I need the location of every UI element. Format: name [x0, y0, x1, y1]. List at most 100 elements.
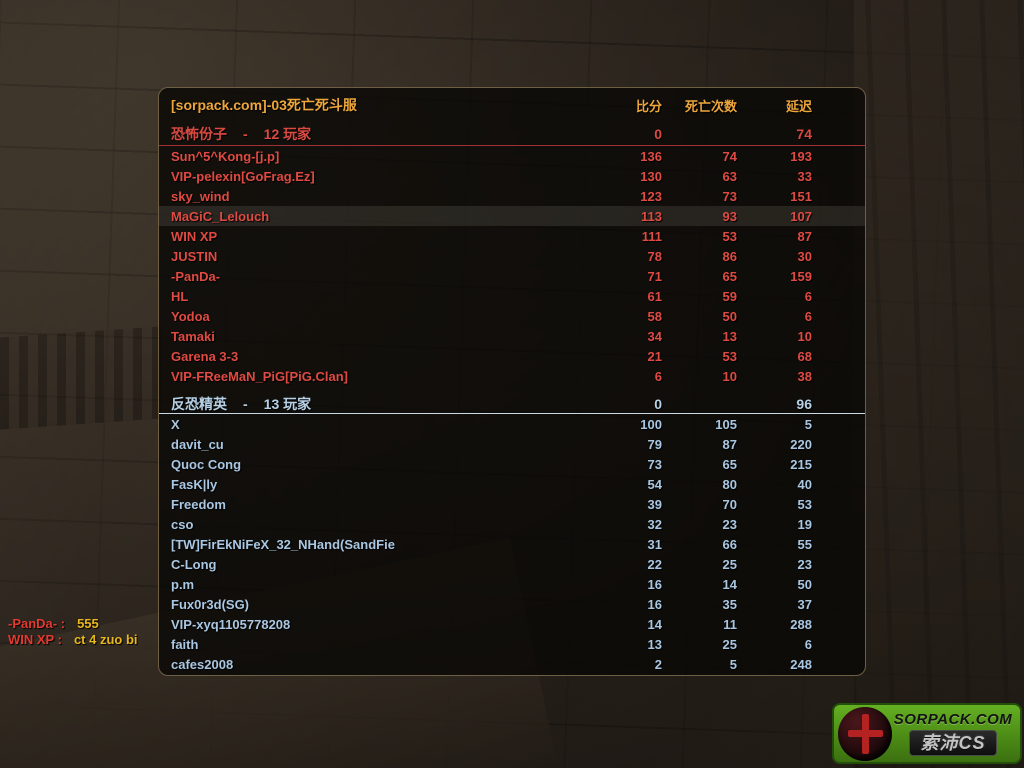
- player-name: VIP-FReeMaN_PiG[PiG.Clan]: [171, 368, 348, 384]
- team-name: 反恐精英: [171, 396, 227, 412]
- player-deaths: 13: [722, 328, 737, 344]
- player-name: C-Long: [171, 556, 217, 572]
- team-divider-gap: [159, 386, 865, 394]
- player-score: 31: [647, 536, 662, 552]
- player-row: FasK|ly 54 80 40: [159, 474, 865, 494]
- player-row: HL 61 59 6: [159, 286, 865, 306]
- player-score: 136: [640, 148, 662, 164]
- player-latency: 10: [797, 328, 812, 344]
- player-latency: 53: [797, 496, 812, 512]
- player-latency: 151: [790, 188, 812, 204]
- player-deaths: 80: [722, 476, 737, 492]
- player-latency: 6: [804, 636, 812, 652]
- player-name: davit_cu: [171, 436, 224, 452]
- player-deaths: 93: [722, 208, 737, 224]
- player-name: cso: [171, 516, 194, 532]
- player-score: 54: [647, 476, 662, 492]
- player-latency: 37: [797, 596, 812, 612]
- player-name: MaGiC_Lelouch: [171, 208, 270, 224]
- player-deaths: 53: [722, 348, 737, 364]
- player-row: cso 32 23 19: [159, 514, 865, 534]
- player-name: faith: [171, 636, 199, 652]
- player-name: X: [171, 416, 180, 432]
- team-player-count: 13 玩家: [263, 396, 312, 412]
- player-latency: 23: [797, 556, 812, 572]
- player-row: JUSTIN 78 86 30: [159, 246, 865, 266]
- player-row: -PanDa- 71 65 159: [159, 266, 865, 286]
- player-row: WIN XP 111 53 87: [159, 226, 865, 246]
- server-title: [sorpack.com]-03死亡死斗服: [171, 97, 357, 113]
- team-latency: 74: [796, 125, 812, 142]
- player-name: p.m: [171, 576, 195, 592]
- player-deaths: 5: [729, 656, 737, 672]
- chat-message: WIN XP : ct 4 zuo bi: [8, 632, 138, 648]
- sorpack-watermark: SORPACK.COM 索沛CS: [832, 703, 1022, 764]
- terrorist-player-list: Sun^5^Kong-[j.p] 136 74 193 VIP-pelexin[…: [159, 146, 865, 386]
- player-row: davit_cu 79 87 220: [159, 434, 865, 454]
- player-score: 2: [654, 656, 662, 672]
- chat-area: -PanDa- : 555 WIN XP : ct 4 zuo bi: [8, 616, 138, 648]
- player-latency: 107: [790, 208, 812, 224]
- player-latency: 6: [804, 288, 812, 304]
- chat-message: -PanDa- : 555: [8, 616, 138, 632]
- player-name: WIN XP: [171, 228, 218, 244]
- wall-right-shading: [854, 0, 1024, 768]
- player-row: Sun^5^Kong-[j.p] 136 74 193: [159, 146, 865, 166]
- player-latency: 5: [804, 416, 812, 432]
- player-deaths: 59: [722, 288, 737, 304]
- player-deaths: 87: [722, 436, 737, 452]
- player-latency: 38: [797, 368, 812, 384]
- player-deaths: 53: [722, 228, 737, 244]
- team-header-terrorists: 恐怖份子 - 12 玩家 0 74: [159, 122, 865, 146]
- player-name: -PanDa-: [171, 268, 221, 284]
- player-deaths: 14: [722, 576, 737, 592]
- player-name: Freedom: [171, 496, 226, 512]
- player-deaths: 66: [722, 536, 737, 552]
- player-score: 21: [647, 348, 662, 364]
- chat-text: 555: [77, 616, 99, 631]
- player-deaths: 65: [722, 268, 737, 284]
- player-deaths: 11: [723, 616, 737, 632]
- team-separator: -: [243, 396, 248, 412]
- player-score: 123: [640, 188, 662, 204]
- chat-sender: WIN XP :: [8, 632, 62, 647]
- player-latency: 50: [797, 576, 812, 592]
- player-latency: 288: [790, 616, 812, 632]
- team-score: 0: [654, 125, 662, 142]
- player-score: 78: [647, 248, 662, 264]
- player-latency: 19: [797, 516, 812, 532]
- player-latency: 6: [804, 308, 812, 324]
- player-row: VIP-pelexin[GoFrag.Ez] 130 63 33: [159, 166, 865, 186]
- team-latency: 96: [796, 396, 812, 412]
- watermark-brand-badge: 索沛CS: [909, 730, 997, 756]
- player-latency: 193: [790, 148, 812, 164]
- player-row: Quoc Cong 73 65 215: [159, 454, 865, 474]
- player-score: 113: [641, 208, 662, 224]
- player-row: cafes2008 2 5 248: [159, 654, 865, 674]
- player-deaths: 65: [722, 456, 737, 472]
- player-name: Fux0r3d(SG): [171, 596, 250, 612]
- player-score: 34: [647, 328, 662, 344]
- player-name: Quoc Cong: [171, 456, 242, 472]
- player-name: Garena 3-3: [171, 348, 239, 364]
- player-deaths: 25: [722, 556, 737, 572]
- team-name: 恐怖份子: [171, 125, 227, 142]
- player-name: [TW]FirEkNiFeX_32_NHand(SandFie: [171, 536, 395, 552]
- player-score: 79: [647, 436, 662, 452]
- chat-sender: -PanDa- :: [8, 616, 66, 631]
- player-latency: 30: [797, 248, 812, 264]
- player-score: 61: [647, 288, 662, 304]
- player-deaths: 86: [722, 248, 737, 264]
- column-header-deaths: 死亡次数: [684, 98, 737, 114]
- team-score: 0: [654, 396, 662, 412]
- player-score: 71: [647, 268, 662, 284]
- player-latency: 87: [797, 228, 812, 244]
- player-latency: 40: [797, 476, 812, 492]
- player-latency: 248: [790, 656, 812, 672]
- player-deaths: 70: [722, 496, 737, 512]
- player-score: 32: [647, 516, 662, 532]
- team-player-count: 12 玩家: [263, 125, 312, 142]
- player-row: MaGiC_Lelouch 113 93 107: [159, 206, 865, 226]
- ct-player-list: X 100 105 5 davit_cu 79 87 220 Quoc Cong…: [159, 414, 865, 674]
- player-row: VIP-xyq1105778208 14 11 288: [159, 614, 865, 634]
